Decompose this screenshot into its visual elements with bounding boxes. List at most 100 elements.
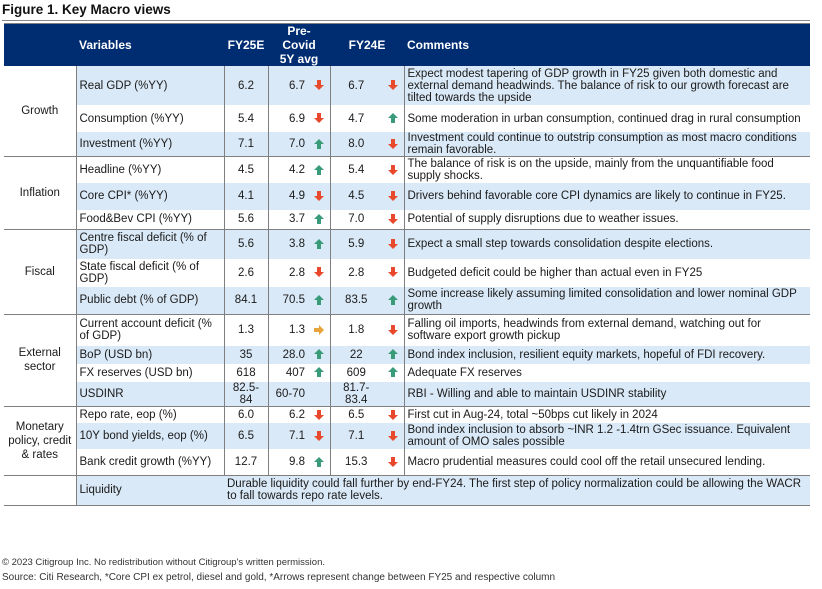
source-note: Source: Citi Research, *Core CPI ex petr… bbox=[2, 572, 556, 583]
variable-name: Repo rate, eop (%) bbox=[76, 406, 224, 423]
header-precovid-line1: Pre-Covid bbox=[282, 24, 316, 52]
comment-text: RBI - Willing and able to maintain USDIN… bbox=[403, 381, 810, 407]
arrow-right-icon bbox=[313, 325, 324, 336]
fy25e-value: 618 bbox=[223, 363, 268, 382]
precovid-arrow-cell bbox=[308, 314, 330, 346]
fy24e-value: 8.0 bbox=[329, 132, 382, 157]
fy24e-arrow-cell bbox=[382, 182, 404, 210]
comment-text: Budgeted deficit could be higher than ac… bbox=[403, 258, 810, 287]
fy25e-value: 5.6 bbox=[223, 229, 268, 259]
precovid-value: 4.9 bbox=[267, 182, 308, 210]
fy24e-arrow-cell bbox=[382, 345, 404, 364]
precovid-value: 407 bbox=[267, 363, 308, 382]
copyright-note: © 2023 Citigroup Inc. No redistribution … bbox=[2, 557, 325, 568]
variable-name: Public debt (% of GDP) bbox=[76, 286, 224, 315]
macro-views-table: Variables FY25E Pre-Covid 5Y avg FY24E C… bbox=[4, 23, 810, 506]
arrow-down-icon bbox=[387, 80, 398, 91]
fy25e-value: 84.1 bbox=[223, 286, 268, 315]
arrow-up-icon bbox=[387, 349, 398, 360]
group-label: External sector bbox=[4, 314, 77, 407]
comment-text: The balance of risk is on the upside, ma… bbox=[403, 156, 810, 183]
precovid-arrow-cell bbox=[308, 66, 330, 105]
arrow-down-icon bbox=[387, 190, 398, 201]
fy24e-value: 5.4 bbox=[329, 156, 382, 183]
table-row: External sector Current account deficit (… bbox=[4, 314, 810, 407]
table-row: Investment (%YY) 7.1 7.0 8.0 Investment coul… bbox=[4, 132, 810, 157]
fy24e-value: 4.7 bbox=[329, 105, 382, 132]
variable-name: Current account deficit (% of GDP) bbox=[76, 314, 224, 346]
comment-text: Some moderation in urban consumption, co… bbox=[403, 105, 810, 132]
arrow-up-icon bbox=[313, 349, 324, 360]
fy24e-arrow-cell bbox=[382, 406, 404, 423]
arrow-up-icon bbox=[313, 239, 324, 250]
group-label: Inflation bbox=[4, 156, 77, 230]
table-row: USDINR 82.5-84 60-70 81.7-83.4 RBI - Willing… bbox=[4, 381, 810, 407]
precovid-arrow-cell bbox=[308, 345, 330, 364]
precovid-value: 4.2 bbox=[267, 156, 308, 183]
header-precovid-line2: 5Y avg bbox=[279, 52, 319, 66]
arrow-down-icon bbox=[387, 239, 398, 250]
table-row: State fiscal deficit (% of GDP) 2.6 2.8 2.8… bbox=[4, 258, 810, 287]
precovid-value: 6.9 bbox=[267, 105, 308, 132]
fy24e-value: 609 bbox=[329, 363, 382, 382]
precovid-arrow-cell bbox=[308, 406, 330, 423]
table-row: Growth Real GDP (%YY) 6.2 6.7 6.7 Expect mode… bbox=[4, 66, 810, 157]
header-fy24e: FY24E bbox=[330, 23, 404, 66]
fy25e-value: 4.5 bbox=[223, 156, 268, 183]
arrow-down-icon bbox=[387, 164, 398, 175]
table-row: Bank credit growth (%YY) 12.7 9.8 15.3 Macro… bbox=[4, 449, 810, 476]
table-row: Inflation Headline (%YY) 4.5 4.2 5.4 The bala… bbox=[4, 156, 810, 230]
variable-name: Food&Bev CPI (%YY) bbox=[76, 209, 224, 230]
arrow-down-icon bbox=[313, 80, 324, 91]
header-variables: Variables bbox=[76, 23, 224, 66]
arrow-down-icon bbox=[313, 430, 324, 441]
precovid-arrow-cell bbox=[308, 258, 330, 287]
fy24e-arrow-cell bbox=[382, 423, 404, 449]
arrow-up-icon bbox=[313, 367, 324, 378]
precovid-arrow-cell bbox=[308, 182, 330, 210]
precovid-value: 7.0 bbox=[267, 132, 308, 157]
precovid-arrow-cell bbox=[308, 229, 330, 259]
fy24e-arrow-cell bbox=[382, 314, 404, 346]
fy24e-value: 6.5 bbox=[329, 406, 382, 423]
fy24e-value: 7.0 bbox=[329, 209, 382, 230]
table-row: Public debt (% of GDP) 84.1 70.5 83.5 Some i… bbox=[4, 286, 810, 315]
comment-text: Expect modest tapering of GDP growth in … bbox=[403, 66, 810, 105]
group-label-empty bbox=[4, 475, 77, 505]
arrow-down-icon bbox=[387, 267, 398, 278]
arrow-down-icon bbox=[313, 113, 324, 124]
precovid-arrow-cell bbox=[308, 363, 330, 382]
arrow-down-icon bbox=[387, 325, 398, 336]
variable-name: Consumption (%YY) bbox=[76, 105, 224, 132]
arrow-up-icon bbox=[313, 456, 324, 467]
arrow-down-icon bbox=[387, 214, 398, 225]
variable-name: Liquidity bbox=[76, 475, 224, 505]
fy24e-arrow-cell bbox=[382, 363, 404, 382]
fy24e-arrow-cell bbox=[382, 449, 404, 476]
fy24e-value: 15.3 bbox=[329, 449, 382, 476]
precovid-arrow-cell bbox=[308, 286, 330, 315]
arrow-up-icon bbox=[387, 113, 398, 124]
precovid-value: 1.3 bbox=[267, 314, 308, 346]
table-row: Consumption (%YY) 5.4 6.9 4.7 Some moderatio… bbox=[4, 105, 810, 132]
fy24e-arrow-cell bbox=[382, 258, 404, 287]
arrow-up-icon bbox=[313, 164, 324, 175]
comment-text: Adequate FX reserves bbox=[403, 363, 810, 382]
fy24e-arrow-cell bbox=[382, 286, 404, 315]
precovid-value: 70.5 bbox=[267, 286, 308, 315]
fy25e-value: 35 bbox=[223, 345, 268, 364]
fy24e-value: 1.8 bbox=[329, 314, 382, 346]
arrow-up-icon bbox=[313, 138, 324, 149]
group-label: Growth bbox=[4, 66, 77, 157]
comment-text: Expect a small step towards consolidatio… bbox=[403, 229, 810, 259]
fy24e-value: 83.5 bbox=[329, 286, 382, 315]
precovid-arrow-cell bbox=[308, 209, 330, 230]
fy25e-value: 4.1 bbox=[223, 182, 268, 210]
variable-name: Headline (%YY) bbox=[76, 156, 224, 183]
table-row: FX reserves (USD bn) 618 407 609 Adequate FX… bbox=[4, 363, 810, 382]
fy24e-arrow-cell bbox=[382, 209, 404, 230]
precovid-value: 7.1 bbox=[267, 423, 308, 449]
fy24e-arrow-cell bbox=[382, 105, 404, 132]
arrow-down-icon bbox=[313, 409, 324, 420]
header-group bbox=[4, 23, 76, 66]
